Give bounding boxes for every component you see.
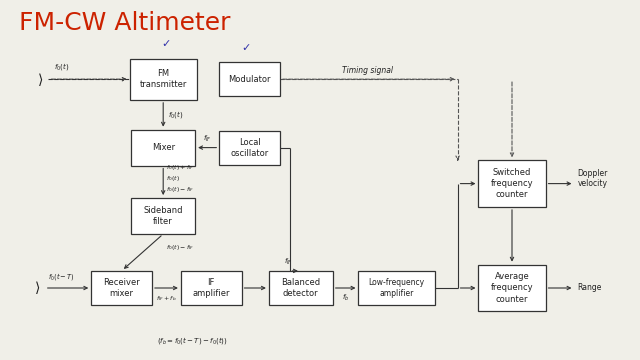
- FancyBboxPatch shape: [181, 271, 242, 305]
- Text: Low-frequency
amplifier: Low-frequency amplifier: [369, 278, 425, 298]
- FancyBboxPatch shape: [92, 271, 152, 305]
- Text: $f_0(t)-f_{IF}$: $f_0(t)-f_{IF}$: [166, 243, 195, 252]
- Text: Receiver
mixer: Receiver mixer: [103, 278, 140, 298]
- Text: $\rangle$: $\rangle$: [34, 279, 40, 297]
- Text: ✓: ✓: [162, 40, 171, 49]
- Text: $f_{IF}+f_b$: $f_{IF}+f_b$: [156, 294, 177, 303]
- Text: Modulator: Modulator: [228, 75, 271, 84]
- Text: ✓: ✓: [242, 43, 251, 53]
- Text: $f_0(t)+f_{IF}$: $f_0(t)+f_{IF}$: [166, 163, 195, 172]
- FancyBboxPatch shape: [219, 131, 280, 165]
- FancyBboxPatch shape: [219, 62, 280, 96]
- Text: IF
amplifier: IF amplifier: [193, 278, 230, 298]
- FancyBboxPatch shape: [269, 271, 333, 305]
- Text: $f_0(t)-f_{IF}$: $f_0(t)-f_{IF}$: [166, 184, 195, 194]
- Text: Range: Range: [578, 284, 602, 292]
- FancyBboxPatch shape: [130, 58, 197, 100]
- Text: $f_{IF}$: $f_{IF}$: [284, 257, 292, 267]
- Text: $f_b$: $f_b$: [342, 293, 349, 303]
- Text: Switched
frequency
counter: Switched frequency counter: [491, 168, 533, 199]
- Text: FM-CW Altimeter: FM-CW Altimeter: [19, 11, 230, 35]
- Text: Average
frequency
counter: Average frequency counter: [491, 273, 533, 303]
- Text: Balanced
detector: Balanced detector: [281, 278, 321, 298]
- Text: $\rangle$: $\rangle$: [37, 71, 44, 88]
- FancyBboxPatch shape: [479, 265, 545, 311]
- FancyBboxPatch shape: [131, 198, 195, 234]
- Text: $f_{IF}$: $f_{IF}$: [203, 134, 212, 144]
- Text: $f_0(t-T)$: $f_0(t-T)$: [48, 271, 75, 282]
- Text: $f_0(t)$: $f_0(t)$: [166, 174, 180, 183]
- Text: Local
oscillator: Local oscillator: [230, 138, 269, 158]
- Text: $(f_b = f_0(t-T) - f_0(t))$: $(f_b = f_0(t-T) - f_0(t))$: [157, 335, 227, 346]
- Text: Doppler
velocity: Doppler velocity: [578, 168, 608, 188]
- Text: Mixer: Mixer: [152, 143, 175, 152]
- FancyBboxPatch shape: [358, 271, 435, 305]
- Text: Sideband
filter: Sideband filter: [143, 206, 183, 226]
- FancyBboxPatch shape: [479, 160, 545, 207]
- Text: $f_0(t)$: $f_0(t)$: [168, 109, 184, 120]
- FancyBboxPatch shape: [131, 130, 195, 166]
- Text: FM
transmitter: FM transmitter: [140, 69, 187, 89]
- Text: Timing signal: Timing signal: [342, 66, 394, 75]
- Text: $f_0(t)$: $f_0(t)$: [54, 61, 70, 72]
